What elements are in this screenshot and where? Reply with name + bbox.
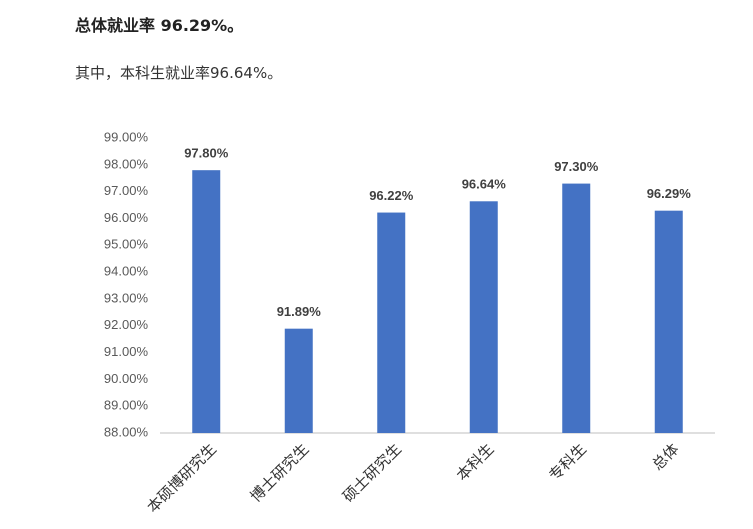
y-tick-label: 89.00%	[104, 398, 149, 413]
value-label: 91.89%	[277, 304, 322, 319]
bar	[469, 201, 498, 433]
paragraph: 其中，本科生就业率96.64%。	[75, 64, 283, 82]
value-label: 97.30%	[554, 159, 599, 174]
y-tick-label: 91.00%	[104, 344, 149, 359]
bar	[284, 328, 313, 433]
x-tick-label: 专科生	[545, 440, 590, 485]
x-tick-label: 博士研究生	[247, 440, 313, 506]
value-label: 96.22%	[369, 188, 414, 203]
x-tick-label: 本硕博研究生	[144, 440, 220, 516]
x-tick-label: 硕士研究生	[339, 440, 405, 506]
y-tick-label: 98.00%	[104, 156, 149, 171]
bar	[377, 212, 406, 433]
bar	[192, 170, 221, 433]
bar	[562, 183, 591, 433]
bar	[654, 210, 683, 433]
y-tick-label: 92.00%	[104, 317, 149, 332]
y-tick-label: 93.00%	[104, 290, 149, 305]
value-label: 97.80%	[184, 146, 229, 161]
value-label: 96.64%	[462, 177, 507, 192]
y-tick-label: 99.00%	[104, 129, 149, 144]
x-tick-label: 总体	[648, 440, 682, 474]
y-tick-label: 97.00%	[104, 183, 149, 198]
y-tick-label: 94.00%	[104, 264, 149, 279]
y-tick-label: 90.00%	[104, 371, 149, 386]
value-label: 96.29%	[647, 186, 692, 201]
y-tick-label: 88.00%	[104, 424, 149, 439]
y-tick-label: 95.00%	[104, 237, 149, 252]
x-tick-label: 本科生	[453, 440, 498, 485]
heading: 总体就业率 96.29%。	[75, 16, 244, 35]
y-tick-label: 96.00%	[104, 210, 149, 225]
